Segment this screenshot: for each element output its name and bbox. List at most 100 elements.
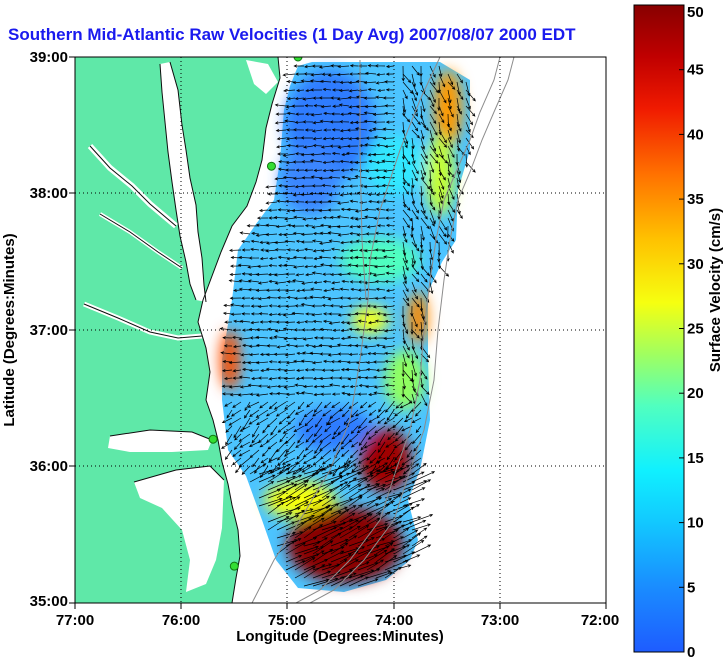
y-axis: 39:00 38:00 37:00 36:00 35:00 Latitude (… — [1, 49, 75, 610]
velocity-arrow — [363, 345, 377, 349]
velocity-arrow — [375, 555, 398, 571]
velocity-arrow — [406, 449, 413, 459]
velocity-arrow — [414, 409, 422, 417]
velocity-arrow — [355, 327, 368, 332]
velocity-arrow — [241, 465, 251, 475]
velocity-arrow — [300, 240, 314, 244]
velocity-arrow — [303, 517, 325, 531]
velocity-arrow — [311, 304, 323, 308]
velocity-arrow — [348, 401, 359, 409]
velocity-arrow — [283, 376, 296, 381]
velocity-arrow — [279, 433, 287, 443]
velocity-arrow — [349, 199, 359, 203]
velocity-arrow — [296, 449, 305, 460]
velocity-arrow — [294, 144, 305, 148]
velocity-arrow — [384, 279, 395, 284]
velocity-arrow — [258, 488, 282, 499]
velocity-arrow — [292, 255, 305, 259]
velocity-arrow — [255, 343, 269, 348]
velocity-arrow — [384, 351, 395, 355]
chesapeake-bay — [160, 62, 206, 302]
velocity-arrow — [255, 361, 269, 365]
velocity-arrow — [277, 360, 287, 364]
velocity-arrow — [429, 217, 435, 227]
velocity-arrow — [456, 121, 462, 132]
velocity-arrow — [354, 160, 368, 165]
velocity-arrow — [313, 104, 323, 108]
velocity-arrow — [363, 185, 377, 189]
velocity-arrow — [338, 264, 350, 268]
velocity-arrow — [294, 557, 316, 571]
velocity-arrow — [256, 417, 269, 426]
velocity-arrow — [294, 514, 315, 523]
velocity-arrow — [364, 71, 377, 76]
velocity-arrow — [285, 509, 305, 523]
bay-shoreline — [83, 61, 225, 483]
velocity-arrow — [318, 343, 332, 348]
velocity-arrow — [283, 337, 296, 341]
velocity-arrow — [323, 128, 332, 132]
velocity-arrow — [373, 385, 386, 389]
velocity-arrow — [349, 168, 359, 172]
velocity-arrow — [302, 217, 314, 221]
velocity-arrow — [348, 569, 375, 579]
colorbar-tick-label: 5 — [687, 579, 695, 596]
velocity-arrow — [274, 248, 287, 252]
velocity-arrow — [358, 449, 368, 456]
velocity-arrow — [232, 369, 242, 373]
velocity-arrow — [336, 215, 350, 219]
albemarle-sound — [108, 430, 212, 452]
velocity-arrow — [321, 527, 344, 539]
velocity-arrow — [348, 496, 363, 507]
velocity-arrow — [228, 279, 242, 283]
velocity-arrow — [339, 512, 356, 523]
velocity-arrow — [384, 383, 395, 387]
velocity-arrow — [283, 385, 296, 389]
velocity-arrow — [411, 81, 419, 96]
velocity-arrow — [346, 144, 359, 148]
velocity-arrow — [375, 498, 393, 507]
velocity-arrow — [385, 72, 395, 76]
velocity-arrow — [303, 559, 329, 571]
velocity-arrow — [256, 216, 269, 220]
velocity-arrow — [275, 112, 287, 116]
velocity-arrow — [465, 153, 469, 168]
velocity-arrow — [339, 463, 357, 475]
velocity-arrow — [293, 215, 305, 219]
velocity-arrow — [312, 495, 330, 507]
velocity-arrow — [255, 233, 269, 237]
velocity-arrow — [321, 457, 332, 465]
velocity-arrow — [259, 352, 269, 357]
velocity-arrow — [354, 344, 368, 348]
velocity-arrow — [328, 175, 341, 180]
velocity-arrow — [438, 233, 448, 245]
velocity-arrow — [375, 193, 386, 197]
velocity-arrow — [278, 232, 287, 237]
velocity-arrow — [429, 281, 434, 295]
velocity-arrow — [429, 185, 435, 196]
velocity-arrow — [411, 249, 416, 265]
velocity-arrow — [367, 321, 377, 325]
velocity-arrow — [375, 571, 393, 579]
velocity-arrow — [322, 87, 332, 92]
velocity-arrow — [276, 483, 298, 499]
velocity-arrow — [302, 384, 314, 389]
velocity-arrow — [311, 64, 323, 68]
velocity-arrow — [456, 73, 463, 84]
velocity-arrow — [385, 120, 395, 124]
velocity-arrow — [374, 425, 386, 434]
x-tick-label: 74:00 — [375, 612, 413, 629]
velocity-arrow — [345, 151, 359, 155]
velocity-arrow — [255, 409, 269, 418]
velocity-arrow — [429, 129, 434, 142]
velocity-arrow — [265, 433, 278, 443]
velocity-arrow — [238, 449, 251, 457]
velocity-arrow — [347, 111, 359, 116]
velocity-arrow — [363, 441, 377, 449]
velocity-arrow — [329, 144, 341, 148]
velocity-arrow — [411, 471, 436, 483]
velocity-arrow — [393, 527, 410, 539]
velocity-arrow — [300, 359, 314, 363]
velocity-arrow — [293, 64, 305, 68]
velocity-arrow — [366, 367, 377, 372]
